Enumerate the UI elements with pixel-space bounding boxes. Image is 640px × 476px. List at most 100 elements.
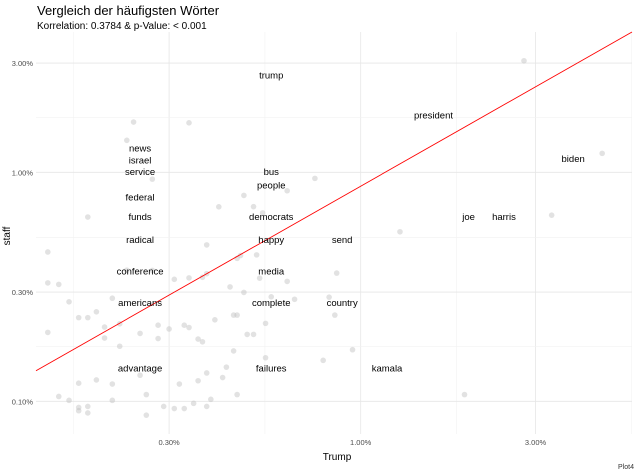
word-label: federal: [126, 193, 155, 204]
x-tick-label: 1.00%: [350, 438, 372, 447]
data-point: [203, 370, 210, 376]
chart-subtitle: Korrelation: 0.3784 & p-Value: < 0.001: [37, 21, 207, 32]
data-point: [137, 372, 143, 379]
word-label: happy: [258, 235, 284, 246]
data-point: [262, 320, 269, 327]
data-point: [521, 57, 527, 64]
word-label: bus: [264, 167, 280, 178]
word-label: kamala: [372, 363, 403, 374]
word-label: americans: [118, 298, 162, 309]
data-point: [181, 405, 188, 412]
data-point: [137, 330, 143, 337]
word-label: israel: [129, 156, 152, 167]
word-label: people: [257, 181, 286, 192]
data-point: [284, 278, 290, 285]
data-point: [181, 322, 188, 329]
word-label: service: [125, 167, 155, 178]
data-point: [312, 175, 318, 182]
data-point: [203, 242, 210, 248]
word-label: news: [129, 143, 151, 154]
x-tick-label: 3.00%: [525, 438, 547, 447]
data-point: [250, 331, 257, 338]
data-point: [171, 405, 178, 412]
data-point: [84, 410, 91, 416]
data-point: [116, 343, 123, 350]
grid: [36, 32, 632, 434]
data-point: [284, 187, 290, 194]
data-point: [241, 289, 247, 296]
word-label: president: [414, 110, 453, 121]
word-label: trump: [259, 71, 283, 82]
data-point: [397, 228, 403, 235]
data-point: [101, 335, 108, 341]
data-point: [291, 296, 298, 303]
data-point: [143, 412, 150, 418]
data-point: [143, 391, 150, 398]
data-point: [186, 120, 192, 126]
data-point: [149, 267, 156, 274]
word-label: biden: [562, 154, 585, 165]
word-label: country: [327, 298, 358, 309]
data-point: [230, 312, 237, 318]
data-point: [155, 335, 161, 342]
y-tick-label: 3.00%: [12, 59, 34, 68]
y-axis-label: staff: [2, 226, 13, 245]
data-point: [199, 274, 206, 281]
data-point: [250, 203, 257, 210]
data-point: [190, 400, 197, 407]
data-point: [262, 354, 269, 361]
data-point: [320, 357, 326, 364]
data-point: [66, 299, 72, 305]
data-point: [548, 212, 555, 218]
x-tick-label: 0.30%: [158, 438, 180, 447]
data-point: [124, 137, 130, 144]
data-point: [244, 331, 250, 338]
data-point: [109, 295, 116, 302]
data-point: [75, 407, 82, 414]
data-point: [219, 374, 226, 381]
word-label: harris: [492, 212, 516, 223]
plot-caption: Plot4: [618, 464, 634, 471]
data-point: [253, 252, 260, 258]
axis-ticks: 0.30% 1.00% 3.00% 0.10% 0.30% 1.00% 3.00%: [12, 59, 547, 447]
data-point: [75, 404, 82, 411]
data-point: [186, 324, 192, 331]
data-point: [333, 270, 340, 276]
data-point: [461, 391, 468, 398]
word-label: media: [258, 267, 285, 278]
data-point: [166, 326, 172, 332]
data-points: [44, 57, 605, 418]
regression-line: [35, 31, 633, 372]
y-tick-label: 0.10%: [12, 397, 34, 406]
data-point: [155, 322, 161, 329]
data-point: [44, 280, 51, 286]
data-point: [195, 377, 201, 384]
data-point: [256, 275, 263, 281]
data-point: [241, 192, 247, 199]
data-point: [599, 150, 605, 157]
data-point: [149, 176, 156, 182]
data-point: [215, 204, 222, 210]
word-label: failures: [256, 363, 287, 374]
data-point: [234, 391, 240, 398]
data-point: [332, 312, 338, 318]
data-point: [44, 249, 51, 255]
data-point: [176, 381, 183, 387]
data-point: [93, 377, 100, 383]
word-label: democrats: [249, 212, 294, 223]
data-point: [55, 281, 62, 288]
data-point: [84, 314, 91, 321]
data-point: [268, 294, 275, 300]
data-point: [124, 267, 130, 273]
word-label: funds: [128, 212, 151, 223]
data-point: [349, 346, 356, 353]
data-point: [212, 316, 218, 323]
data-point: [203, 403, 210, 410]
data-point: [259, 210, 266, 216]
data-point: [55, 393, 62, 400]
data-point: [160, 403, 167, 410]
data-point: [171, 276, 178, 283]
data-point: [101, 324, 108, 330]
